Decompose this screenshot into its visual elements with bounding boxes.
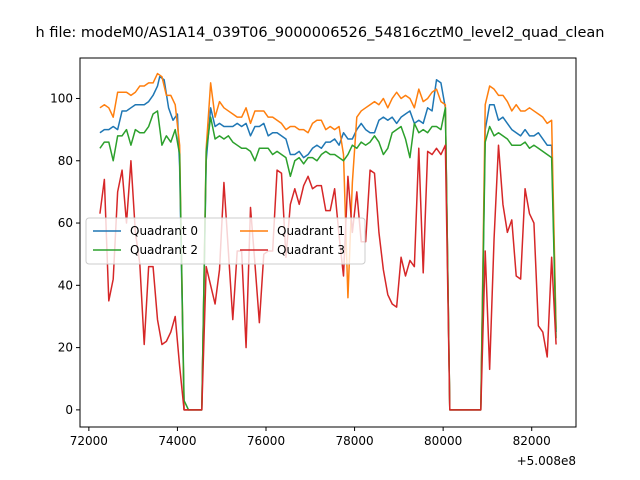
series-line-quadrant-3	[99, 144, 557, 411]
y-tick-label: 0	[65, 403, 73, 417]
x-tick-label: 78000	[335, 434, 373, 448]
y-tick-label: 80	[58, 154, 73, 168]
legend-label: Quadrant 0	[130, 224, 198, 238]
y-axis: 0 20 40 60 80 100	[50, 91, 80, 417]
legend: Quadrant 0 Quadrant 1 Quadrant 2 Quadrant 3	[85, 217, 366, 265]
legend-label: Quadrant 1	[277, 224, 345, 238]
y-tick-label: 40	[58, 278, 73, 292]
legend-box	[85, 217, 366, 265]
x-axis-offset-label: +5.008e8	[517, 454, 576, 468]
x-tick-label: 74000	[158, 434, 196, 448]
y-tick-label: 100	[50, 91, 73, 105]
legend-label: Quadrant 2	[130, 243, 198, 257]
chart-title: h file: modeM0/AS1A14_039T06_9000006526_…	[36, 25, 605, 41]
series-line-quadrant-2	[99, 107, 557, 411]
x-tick-label: 76000	[247, 434, 285, 448]
y-tick-label: 60	[58, 216, 73, 230]
x-axis: 72000 74000 76000 78000 80000 82000	[70, 427, 551, 448]
series-layer	[99, 72, 557, 411]
y-tick-label: 20	[58, 341, 73, 355]
plot-frame	[79, 57, 577, 428]
legend-label: Quadrant 3	[277, 243, 345, 257]
x-tick-label: 82000	[513, 434, 551, 448]
x-tick-label: 72000	[70, 434, 108, 448]
x-tick-label: 80000	[424, 434, 462, 448]
